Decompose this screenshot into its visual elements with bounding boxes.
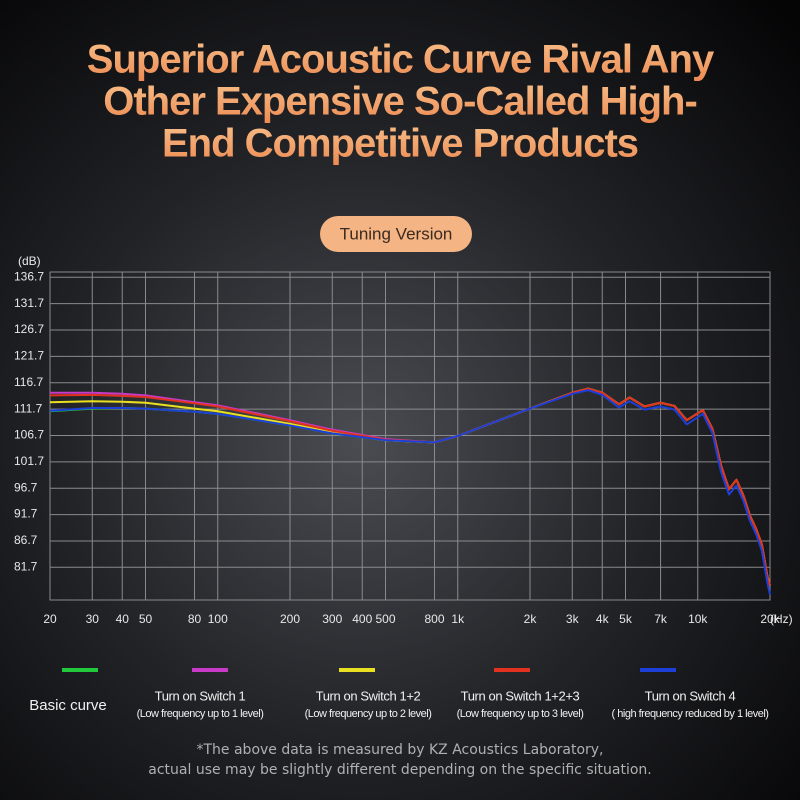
y-tick-label: 126.7 xyxy=(14,322,44,336)
y-axis-label: (dB) xyxy=(18,254,41,268)
x-axis-label: (Hz) xyxy=(770,612,793,626)
legend-label: Turn on Switch 4 xyxy=(645,688,736,703)
x-tick-label: 3k xyxy=(566,612,580,626)
footnote: actual use may be slightly different dep… xyxy=(148,762,651,778)
x-tick-label: 5k xyxy=(619,612,633,626)
x-tick-label: 2k xyxy=(524,612,538,626)
series-line xyxy=(49,389,771,595)
legend-description: (Low frequency up to 2 level) xyxy=(305,708,432,720)
x-tick-label: 40 xyxy=(116,612,130,626)
y-tick-label: 81.7 xyxy=(14,559,38,573)
x-tick-label: 30 xyxy=(86,612,100,626)
title-line: Other Expensive So-Called High- xyxy=(103,80,697,124)
y-tick-label: 136.7 xyxy=(14,269,44,283)
y-tick-label: 111.7 xyxy=(14,401,43,415)
subtitle: Tuning Version xyxy=(340,224,453,243)
legend-label: Turn on Switch 1+2+3 xyxy=(461,688,580,703)
series-line xyxy=(49,387,771,587)
title-line: Superior Acoustic Curve Rival Any xyxy=(87,38,715,82)
legend-label: Turn on Switch 1+2 xyxy=(316,688,421,703)
x-tick-label: 300 xyxy=(322,612,342,626)
legend-description: (Low frequency up to 1 level) xyxy=(137,708,264,720)
x-tick-label: 200 xyxy=(280,612,300,626)
y-tick-label: 86.7 xyxy=(14,533,38,547)
x-tick-label: 100 xyxy=(208,612,228,626)
legend-description: (Low frequency up to 3 level) xyxy=(457,708,584,720)
x-tick-label: 50 xyxy=(139,612,153,626)
x-tick-label: 500 xyxy=(375,612,395,626)
x-tick-label: 20k xyxy=(760,612,780,626)
x-tick-label: 80 xyxy=(188,612,202,626)
x-tick-label: 4k xyxy=(596,612,610,626)
x-tick-label: 20 xyxy=(43,612,57,626)
y-tick-label: 121.7 xyxy=(14,349,44,363)
legend-label: Turn on Switch 1 xyxy=(155,688,246,703)
y-tick-label: 101.7 xyxy=(14,454,44,468)
badge xyxy=(320,216,472,252)
x-tick-label: 7k xyxy=(654,612,668,626)
y-tick-label: 131.7 xyxy=(14,296,44,310)
y-tick-label: 116.7 xyxy=(14,375,43,389)
x-tick-label: 10k xyxy=(688,612,708,626)
y-tick-label: 106.7 xyxy=(14,428,44,442)
y-tick-label: 91.7 xyxy=(14,507,38,521)
legend-label: Basic curve xyxy=(29,697,107,714)
legend-description: ( high frequency reduced by 1 level) xyxy=(612,708,769,720)
x-tick-label: 1k xyxy=(451,612,465,626)
x-tick-label: 800 xyxy=(424,612,444,626)
x-tick-label: 400 xyxy=(352,612,372,626)
title-line: End Competitive Products xyxy=(162,122,638,166)
footnote: *The above data is measured by KZ Acoust… xyxy=(196,742,603,758)
y-tick-label: 96.7 xyxy=(14,480,38,494)
